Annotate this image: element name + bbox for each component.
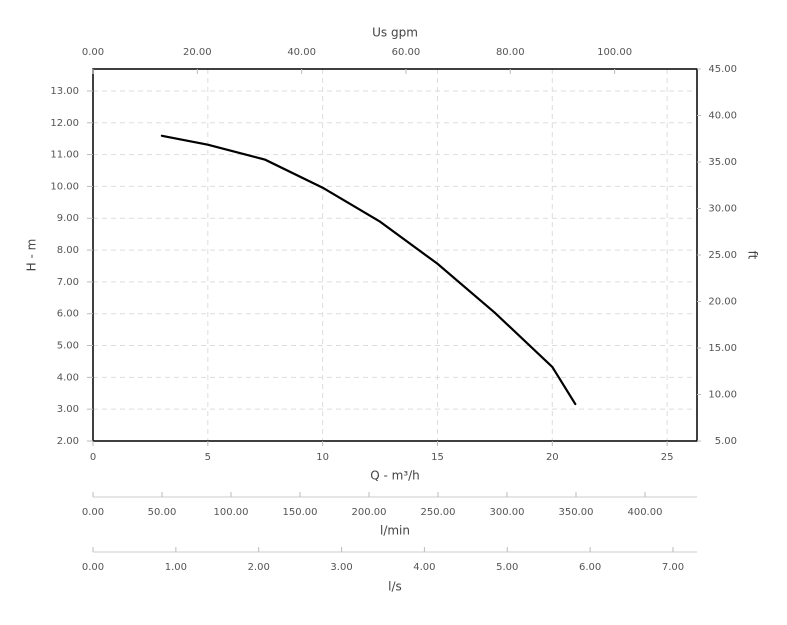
tick-label: 0.00 [82, 507, 104, 518]
y2-tick-label: 20.00 [708, 297, 737, 308]
y2-axis-label: ft [746, 251, 760, 260]
y-tick-label: 10.00 [50, 181, 79, 192]
tick-label: 80.00 [496, 47, 525, 58]
y-tick-label: 3.00 [57, 404, 79, 415]
x-tick-label: 15 [431, 452, 444, 463]
y2-tick-label: 45.00 [708, 64, 737, 75]
tick-label: 1.00 [165, 562, 187, 573]
tick-label: 150.00 [282, 507, 317, 518]
tick-label: 4.00 [413, 562, 435, 573]
x-axis-label: Q - m³/h [370, 469, 420, 483]
y2-tick-label: 35.00 [708, 157, 737, 168]
tick-label: 60.00 [392, 47, 421, 58]
tick-label: 5.00 [496, 562, 518, 573]
tick-label: 40.00 [287, 47, 316, 58]
tick-label: 0.00 [82, 47, 104, 58]
y2-tick-label: 10.00 [708, 390, 737, 401]
tick-label: 350.00 [558, 507, 593, 518]
tick-label: 100.00 [597, 47, 632, 58]
y-tick-label: 8.00 [57, 245, 79, 256]
tick-label: 6.00 [579, 562, 601, 573]
x-tick-label: 25 [661, 452, 674, 463]
plot-frame [92, 68, 698, 442]
axis-title: Us gpm [372, 26, 418, 40]
y-axis-label: H - m [25, 239, 39, 272]
y2-tick-label: 40.00 [708, 111, 737, 122]
x-tick-label: 10 [316, 452, 329, 463]
y-tick-label: 6.00 [57, 309, 79, 320]
y-tick-label: 13.00 [50, 86, 79, 97]
y2-tick-label: 25.00 [708, 250, 737, 261]
tick-label: 7.00 [662, 562, 684, 573]
tick-label: 100.00 [213, 507, 248, 518]
grid [92, 69, 697, 442]
y-tick-label: 7.00 [57, 277, 79, 288]
y-tick-label: 5.00 [57, 341, 79, 352]
y2-tick-label: 5.00 [715, 436, 737, 447]
y-tick-label: 9.00 [57, 213, 79, 224]
tick-label: 250.00 [420, 507, 455, 518]
y2-tick-label: 15.00 [708, 343, 737, 354]
axis-title: l/s [388, 580, 402, 594]
x-tick-label: 5 [205, 452, 211, 463]
tick-label: 0.00 [82, 562, 104, 573]
tick-label: 3.00 [330, 562, 352, 573]
tick-label: 50.00 [148, 507, 177, 518]
y-tick-label: 12.00 [50, 118, 79, 129]
tick-label: 20.00 [183, 47, 212, 58]
x-tick-label: 0 [90, 452, 96, 463]
tick-label: 200.00 [351, 507, 386, 518]
curve [160, 134, 577, 406]
tick-label: 400.00 [627, 507, 662, 518]
y-tick-label: 11.00 [50, 150, 79, 161]
axis-title: l/min [380, 524, 410, 538]
tick-label: 300.00 [489, 507, 524, 518]
tick-label: 2.00 [248, 562, 270, 573]
x-tick-label: 20 [546, 452, 559, 463]
y2-tick-label: 30.00 [708, 204, 737, 215]
y-tick-label: 4.00 [57, 372, 79, 383]
y-tick-label: 2.00 [57, 436, 79, 447]
